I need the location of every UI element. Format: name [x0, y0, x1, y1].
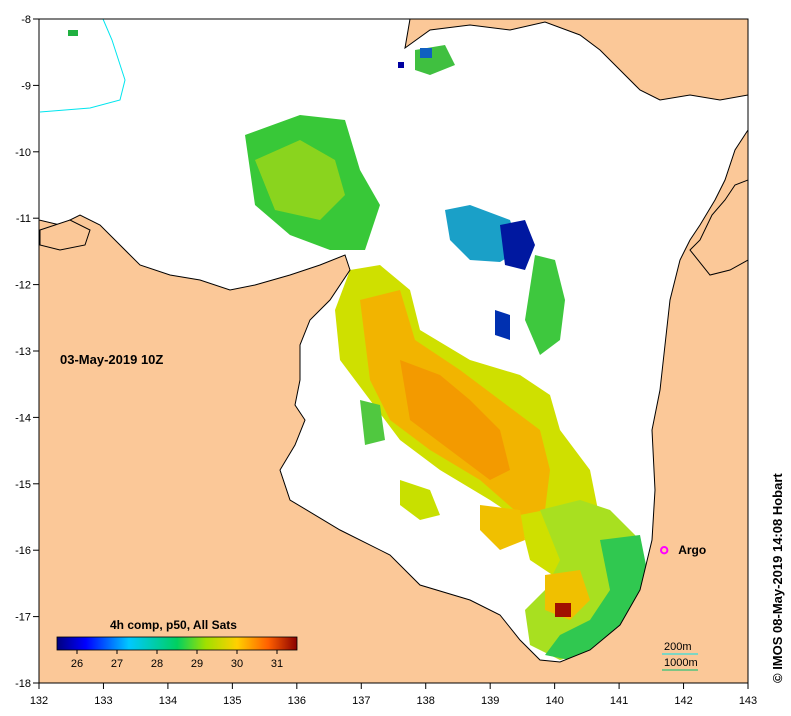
y-tick-label: -14 — [15, 412, 31, 424]
sst-colorbar: 4h comp, p50, All Sats 26 27 28 29 30 31 — [56, 618, 298, 670]
colorbar-tick-label: 30 — [231, 658, 243, 670]
x-tick-label: 139 — [481, 695, 499, 707]
contour-legend: 200m 1000m — [662, 641, 698, 671]
y-tick-label: -8 — [21, 14, 31, 26]
x-tick-label: 132 — [30, 695, 48, 707]
y-tick-label: -17 — [15, 612, 31, 624]
x-tick-label: 137 — [352, 695, 370, 707]
contour-200m — [39, 19, 126, 113]
y-tick-label: -18 — [15, 678, 31, 690]
island-land — [39, 219, 91, 251]
sst-data-layer — [68, 30, 748, 660]
x-tick-label: 136 — [288, 695, 306, 707]
x-tick-label: 142 — [674, 695, 692, 707]
northern-territory-land — [39, 129, 748, 683]
colorbar-tick-label: 28 — [151, 658, 163, 670]
y-tick-label: -9 — [21, 80, 31, 92]
argo-label: Argo — [678, 543, 706, 557]
colorbar-tick-label: 31 — [271, 658, 283, 670]
x-tick-label: 140 — [545, 695, 563, 707]
land-layer — [39, 19, 748, 683]
colorbar-tick-label: 29 — [191, 658, 203, 670]
x-tick-label: 133 — [94, 695, 112, 707]
y-tick-label: -12 — [15, 280, 31, 292]
argo-float-marker: Argo — [660, 543, 706, 557]
y-axis: -8 -9 -10 -11 -12 -13 -14 -15 -16 -17 -18 — [15, 14, 39, 690]
contour-200m-label: 200m — [664, 641, 692, 653]
new-guinea-land — [404, 19, 748, 101]
x-axis: 132 133 134 135 136 137 138 139 140 141 142 143 — [30, 683, 757, 707]
cape-york-land — [689, 179, 748, 276]
x-tick-label: 135 — [223, 695, 241, 707]
x-tick-label: 141 — [610, 695, 628, 707]
y-tick-label: -10 — [15, 147, 31, 159]
colorbar-gradient — [56, 636, 298, 651]
x-tick-label: 134 — [159, 695, 177, 707]
y-tick-label: -11 — [16, 213, 31, 225]
timestamp-label: 03-May-2019 10Z — [60, 352, 163, 367]
y-tick-label: -15 — [15, 479, 31, 491]
x-tick-label: 138 — [417, 695, 435, 707]
colorbar-tick-label: 27 — [111, 658, 123, 670]
contour-1000m-label: 1000m — [664, 657, 698, 669]
y-tick-label: -16 — [15, 545, 31, 557]
colorbar-tick-label: 26 — [71, 658, 83, 670]
colorbar-title: 4h comp, p50, All Sats — [110, 618, 237, 632]
y-tick-label: -13 — [15, 346, 31, 358]
credit-text: © IMOS 08-May-2019 14:08 Hobart — [770, 473, 785, 683]
x-tick-label: 143 — [739, 695, 757, 707]
